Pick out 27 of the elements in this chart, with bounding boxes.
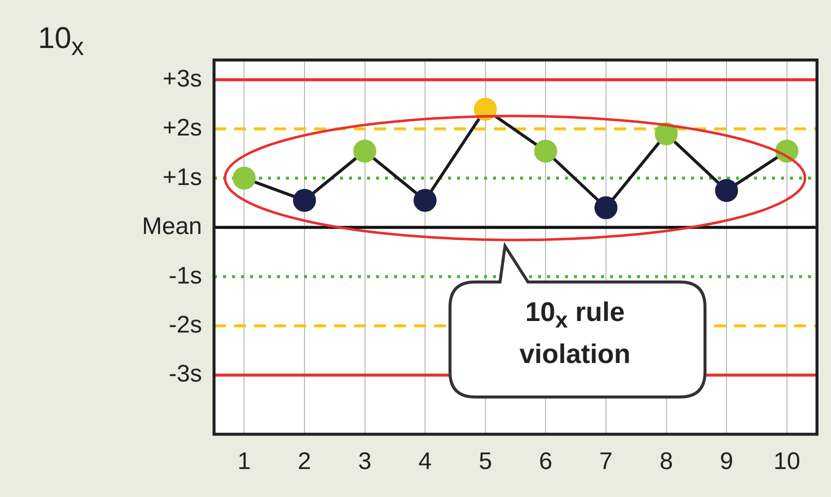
- chart-title: 10$_{x}$: [38, 22, 84, 62]
- point: [715, 178, 738, 202]
- y-tick-label: +2s: [162, 114, 202, 142]
- point: [594, 196, 618, 220]
- y-tick-label: Mean: [142, 213, 202, 240]
- point: [232, 166, 256, 190]
- x-tick-label: 1: [238, 448, 251, 476]
- point: [414, 188, 437, 212]
- point: [534, 140, 558, 163]
- x-tick-label: 4: [418, 448, 432, 476]
- x-tick-label: 2: [298, 448, 312, 476]
- x-tick-label: 5: [478, 448, 492, 476]
- x-tick-label: 10: [774, 448, 800, 476]
- y-tick-label: +1s: [162, 164, 202, 191]
- point: [654, 122, 678, 146]
- y-tick-label: +3s: [162, 65, 202, 92]
- point: [292, 188, 316, 212]
- x-tick-label: 7: [599, 448, 613, 476]
- point: [353, 140, 376, 163]
- x-tick-label: 3: [358, 448, 372, 476]
- x-tick-label: 9: [720, 448, 734, 476]
- x-tick-label: 8: [660, 448, 673, 476]
- y-tick-label: -3s: [168, 360, 202, 388]
- y-tick-label: -1s: [168, 262, 202, 290]
- y-tick-label: -2s: [168, 312, 202, 339]
- annotation: 10$_{x}$ rule violation: [518, 296, 632, 372]
- x-tick-label: 6: [538, 448, 552, 476]
